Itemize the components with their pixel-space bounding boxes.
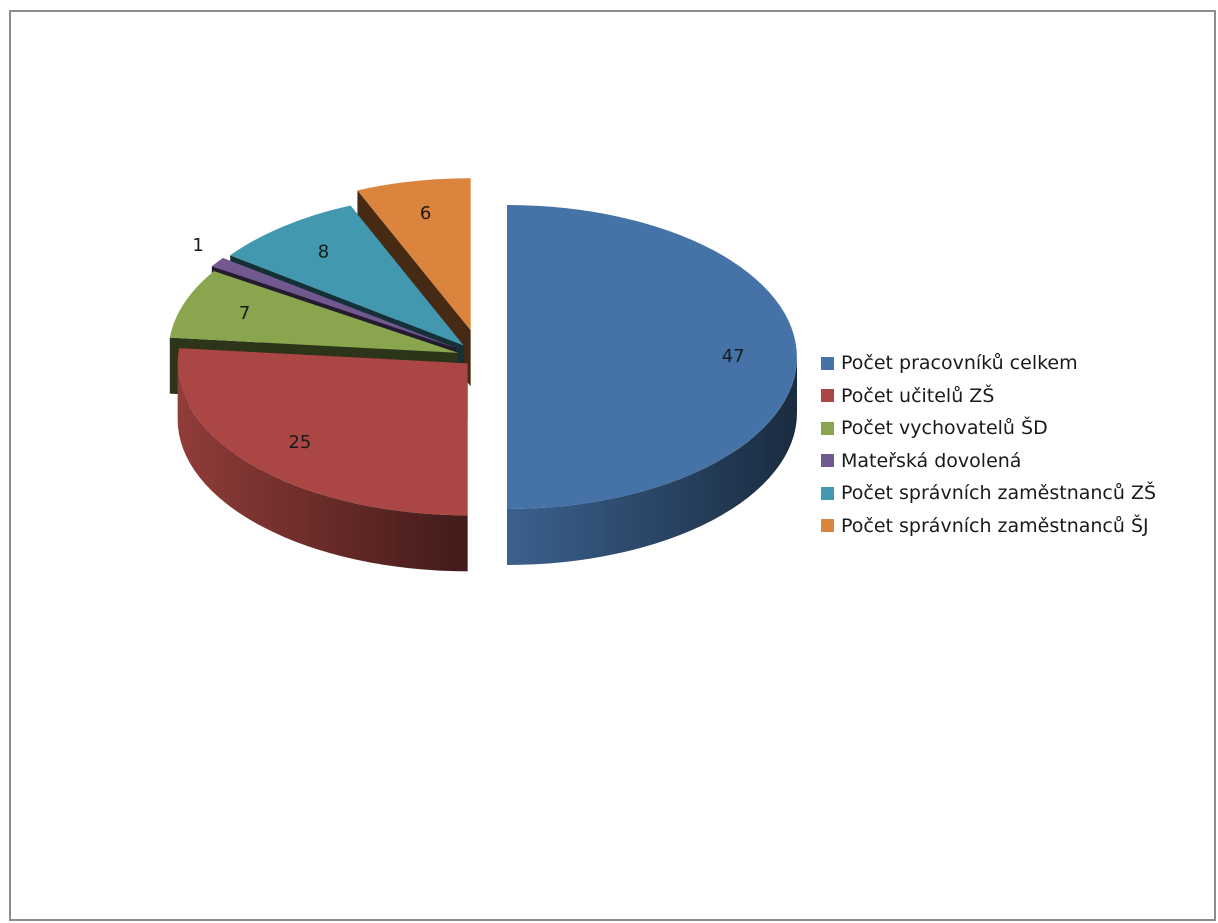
legend-item: Počet pracovníků celkem <box>821 347 1156 379</box>
legend-swatch <box>821 454 834 467</box>
legend-item: Počet správních zaměstnanců ŠJ <box>821 510 1156 542</box>
data-label: 25 <box>288 432 311 453</box>
legend-swatch <box>821 421 834 435</box>
data-label: 7 <box>239 303 250 324</box>
legend-label: Počet vychovatelů ŠD <box>841 417 1048 439</box>
legend-label: Počet správních zaměstnanců ŠJ <box>841 514 1149 537</box>
slice-top <box>230 205 464 346</box>
legend-label: Počet správních zaměstnanců ZŠ <box>841 482 1157 504</box>
slice-rim <box>177 363 468 572</box>
slice-top <box>177 348 468 516</box>
data-label: 1 <box>192 235 203 256</box>
legend-label: Počet pracovníků celkem <box>841 352 1078 374</box>
pie-slice <box>177 348 468 572</box>
legend-item: Počet vychovatelů ŠD <box>821 412 1156 444</box>
legend-swatch <box>821 486 834 500</box>
data-label: 8 <box>318 241 329 262</box>
legend-swatch <box>821 519 834 532</box>
chart-area: 47 25 7 1 8 6 Počet pracovníků celkem Počet u… <box>9 10 1216 921</box>
data-label: 47 <box>722 346 745 367</box>
legend-label: Mateřská dovolená <box>841 449 1022 472</box>
slice-top <box>169 271 459 353</box>
legend-label: Počet učitelů ZŠ <box>841 384 995 407</box>
slice-rim <box>507 357 797 565</box>
legend: Počet pracovníků celkem Počet učitelů ZŠ… <box>821 347 1156 542</box>
legend-item: Počet správních zaměstnanců ZŠ <box>821 477 1156 509</box>
slice-top <box>211 257 457 349</box>
legend-item: Mateřská dovolená <box>821 445 1156 477</box>
pie-chart: 47 25 7 1 8 6 <box>169 178 797 572</box>
legend-item: Počet učitelů ZŠ <box>821 380 1156 412</box>
data-label: 6 <box>420 203 431 224</box>
legend-swatch <box>821 389 834 402</box>
slice-top <box>507 205 797 509</box>
legend-swatch <box>821 356 834 370</box>
slice-top <box>357 178 471 331</box>
pie-slice <box>507 205 797 565</box>
